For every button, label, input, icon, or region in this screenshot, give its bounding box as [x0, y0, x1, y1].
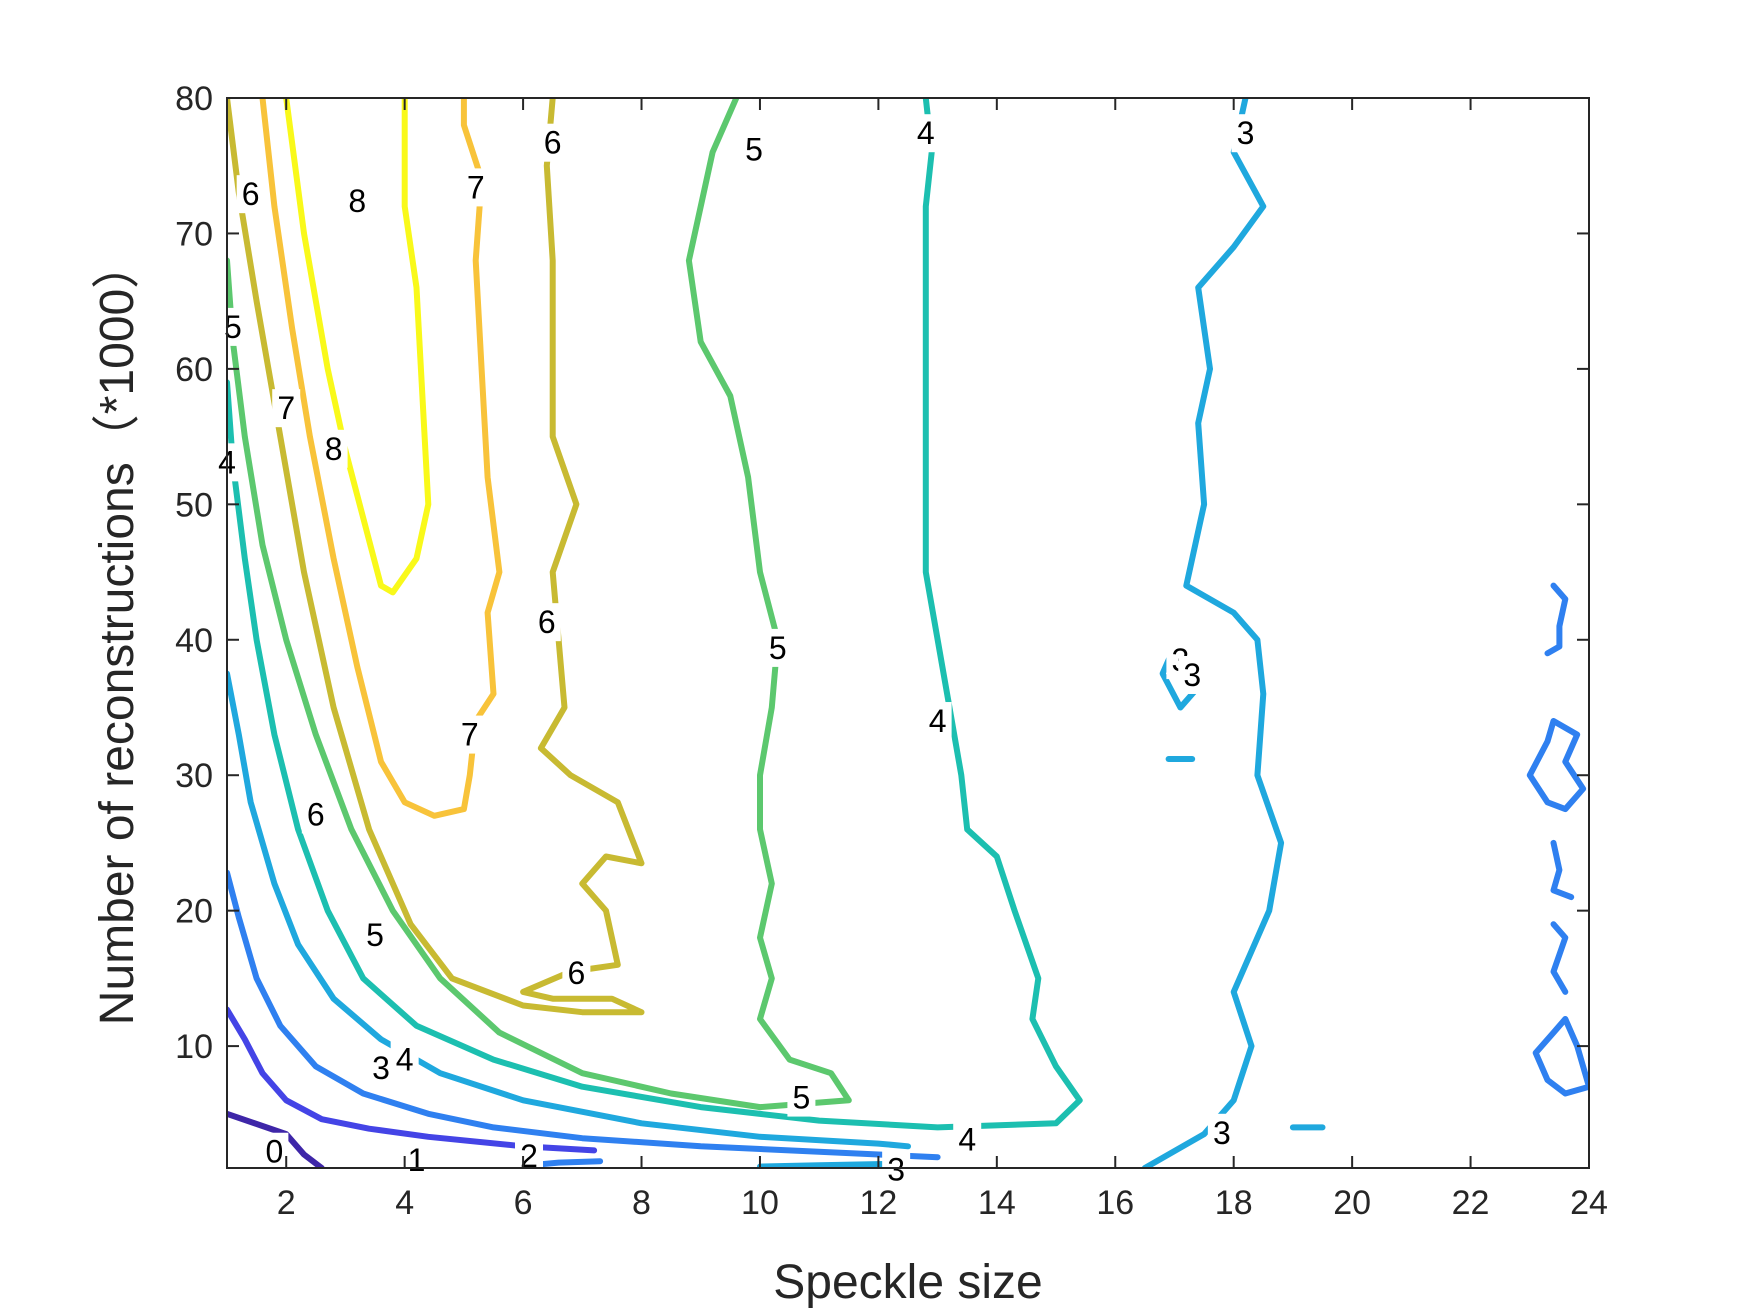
- contour-label-background: [562, 953, 591, 992]
- x-tick-label: 22: [1452, 1184, 1490, 1222]
- contour-line-level-3: [757, 1160, 894, 1168]
- contour-label-background: [911, 114, 940, 153]
- contour-label: 5: [366, 917, 384, 953]
- contour-label: 2: [520, 1138, 538, 1174]
- contour-label: 8: [348, 183, 366, 219]
- contour-label: 7: [467, 169, 485, 205]
- contour-label: 5: [793, 1080, 811, 1116]
- contour-label: 4: [958, 1122, 976, 1158]
- x-tick-label: 12: [859, 1184, 897, 1222]
- contour-label: 3: [372, 1050, 390, 1086]
- contour-label: 3: [1237, 115, 1255, 151]
- contour-label-background: [923, 702, 952, 741]
- y-tick-label: 70: [175, 215, 213, 253]
- contour-label: 7: [277, 390, 295, 426]
- contour-line-level-2: [1550, 839, 1575, 901]
- contour-label: 6: [567, 955, 585, 991]
- contour-label: 6: [544, 125, 562, 161]
- y-tick-label: 60: [175, 351, 213, 389]
- contour-label-background: [301, 795, 330, 834]
- contour-label-background: [1231, 114, 1260, 153]
- contour-label: 6: [538, 604, 556, 640]
- contour-line-level-4: [227, 98, 1083, 1131]
- x-tick-label: 16: [1096, 1184, 1134, 1222]
- contour-label: 7: [461, 717, 479, 753]
- contour-label-background: [740, 130, 769, 169]
- contour-label: 5: [745, 131, 763, 167]
- contour-label: 3: [887, 1151, 905, 1187]
- contour-labels: 01233333344444555556666677788: [213, 114, 1260, 1189]
- contour-label-background: [953, 1120, 982, 1159]
- contour-label-background: [538, 123, 567, 162]
- contour-label-background: [763, 628, 792, 667]
- contour-line-level-2: [1550, 921, 1569, 995]
- contour-line-level-3: [227, 670, 911, 1150]
- x-tick-label: 20: [1333, 1184, 1371, 1222]
- y-tick-label: 80: [175, 80, 213, 118]
- x-tick-label: 10: [741, 1184, 779, 1222]
- contour-line-level-2: [227, 869, 941, 1161]
- y-tick-label: 30: [175, 757, 213, 795]
- contour-label: 4: [929, 703, 947, 739]
- contour-label-background: [272, 389, 301, 428]
- contour-label-background: [461, 168, 490, 207]
- contour-line-level-6: [227, 98, 645, 1016]
- x-tick-label: 14: [978, 1184, 1016, 1222]
- contour-label: 4: [917, 115, 935, 151]
- x-tick-label: 18: [1215, 1184, 1253, 1222]
- contour-label-background: [361, 916, 390, 955]
- x-axis-title: Speckle size: [773, 1256, 1042, 1309]
- contour-label-background: [455, 715, 484, 754]
- x-tick-label: 8: [632, 1184, 651, 1222]
- contour-line-level-7: [259, 98, 503, 819]
- contour-line-level-2: [1532, 1016, 1589, 1097]
- contour-label: 5: [224, 309, 242, 345]
- contour-label-background: [402, 1140, 431, 1179]
- plot-area-border: [226, 97, 1590, 1169]
- contour-lines: [227, 98, 1589, 1168]
- contour-label-background: [1207, 1113, 1236, 1152]
- contour-label: 6: [307, 796, 325, 832]
- contour-label: 4: [396, 1042, 414, 1078]
- contour-label-background: [390, 1040, 419, 1079]
- contour-label-background: [532, 603, 561, 642]
- y-axis-ticks: 10 20 30 40 50 60 70 80: [175, 80, 1589, 1066]
- contour-label: 3: [1183, 657, 1201, 693]
- x-tick-label: 6: [514, 1184, 533, 1222]
- contour-label-background: [236, 175, 265, 214]
- contour-label-background: [366, 1048, 395, 1087]
- contour-label-background: [882, 1150, 911, 1189]
- contour-label-background: [1178, 655, 1207, 694]
- contour-label-background: [218, 307, 247, 346]
- contour-line-level-1: [227, 1006, 598, 1154]
- contour-label: 1: [408, 1142, 426, 1178]
- contour-label-background: [319, 429, 348, 468]
- contour-line-level-2: [1544, 582, 1569, 657]
- contour-line-level-2: [1526, 718, 1587, 813]
- contour-label: 5: [769, 630, 787, 666]
- y-tick-label: 40: [175, 622, 213, 660]
- contour-line-level-8: [283, 98, 432, 596]
- contour-label-background: [787, 1078, 816, 1117]
- contour-label: 6: [242, 176, 260, 212]
- x-tick-label: 24: [1570, 1184, 1608, 1222]
- x-axis-ticks: 2 4 6 8 10 12 14 16 18 20 22 24: [277, 98, 1608, 1222]
- y-tick-label: 50: [175, 486, 213, 524]
- x-tick-label: 4: [395, 1184, 414, 1222]
- contour-label-background: [260, 1132, 289, 1171]
- contour-line-level-5: [227, 98, 852, 1111]
- contour-label-background: [343, 181, 372, 220]
- contour-label: 0: [265, 1134, 283, 1170]
- y-axis-title: Number of reconstructions（*1000）: [91, 241, 144, 1025]
- x-tick-label: 2: [277, 1184, 296, 1222]
- contour-line-level-3: [1141, 98, 1285, 1168]
- contour-label: 3: [1213, 1115, 1231, 1151]
- contour-label: 8: [325, 431, 343, 467]
- y-tick-label: 20: [175, 893, 213, 931]
- y-tick-label: 10: [175, 1028, 213, 1066]
